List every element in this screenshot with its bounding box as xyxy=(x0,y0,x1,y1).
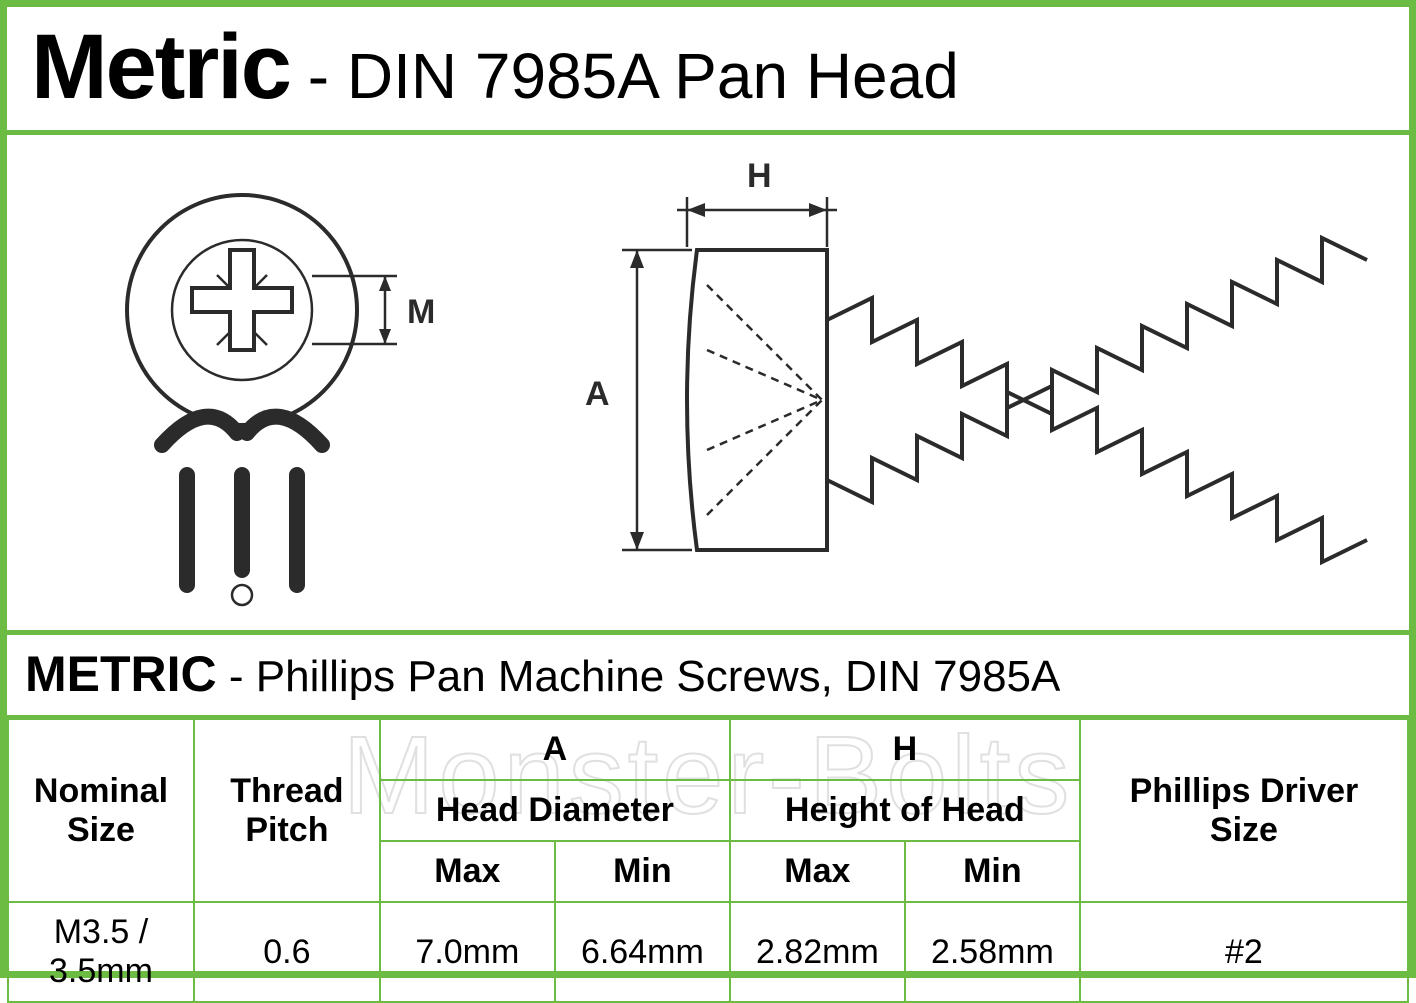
col-h-sub: Height of Head xyxy=(730,780,1080,841)
table-title-separator: - xyxy=(217,652,256,701)
cell-a-max: 7.0mm xyxy=(380,902,555,1002)
dim-label-h: H xyxy=(747,157,772,195)
diagram-section: M H A xyxy=(7,135,1409,635)
col-h-top: H xyxy=(730,719,1080,780)
top-view-diagram: M xyxy=(67,175,487,615)
table-title-main: METRIC xyxy=(25,646,217,702)
title-separator: - xyxy=(290,40,347,112)
side-view-diagram: H A xyxy=(567,155,1387,615)
spec-sheet: Monster-Bolts Metric - DIN 7985A Pan Hea… xyxy=(0,0,1416,978)
table-row: M3.5 / 3.5mm 0.6 7.0mm 6.64mm 2.82mm 2.5… xyxy=(8,902,1408,1002)
table-title-section: METRIC - Phillips Pan Machine Screws, DI… xyxy=(7,635,1409,718)
title-sub: DIN 7985A Pan Head xyxy=(347,40,959,112)
col-a-sub: Head Diameter xyxy=(380,780,730,841)
title-section: Metric - DIN 7985A Pan Head xyxy=(7,7,1409,135)
cell-pitch: 0.6 xyxy=(194,902,380,1002)
cell-a-min: 6.64mm xyxy=(555,902,730,1002)
cell-h-max: 2.82mm xyxy=(730,902,905,1002)
table-title-sub: Phillips Pan Machine Screws, DIN 7985A xyxy=(256,652,1061,701)
col-pitch-header: Thread Pitch xyxy=(194,719,380,902)
col-h-max: Max xyxy=(730,841,905,902)
title-main: Metric xyxy=(31,16,290,118)
col-driver-header: Phillips Driver Size xyxy=(1080,719,1408,902)
col-a-max: Max xyxy=(380,841,555,902)
col-h-min: Min xyxy=(905,841,1080,902)
dim-label-m: M xyxy=(407,293,435,331)
col-a-top: A xyxy=(380,719,730,780)
col-nominal-header: Nominal Size xyxy=(8,719,194,902)
dim-label-a: A xyxy=(585,375,610,413)
col-a-min: Min xyxy=(555,841,730,902)
spec-table: Nominal Size Thread Pitch A H Phillips D… xyxy=(7,718,1409,1003)
cell-driver: #2 xyxy=(1080,902,1408,1002)
cell-h-min: 2.58mm xyxy=(905,902,1080,1002)
spec-table-wrap: Nominal Size Thread Pitch A H Phillips D… xyxy=(7,718,1409,1003)
cell-nominal: M3.5 / 3.5mm xyxy=(8,902,194,1002)
